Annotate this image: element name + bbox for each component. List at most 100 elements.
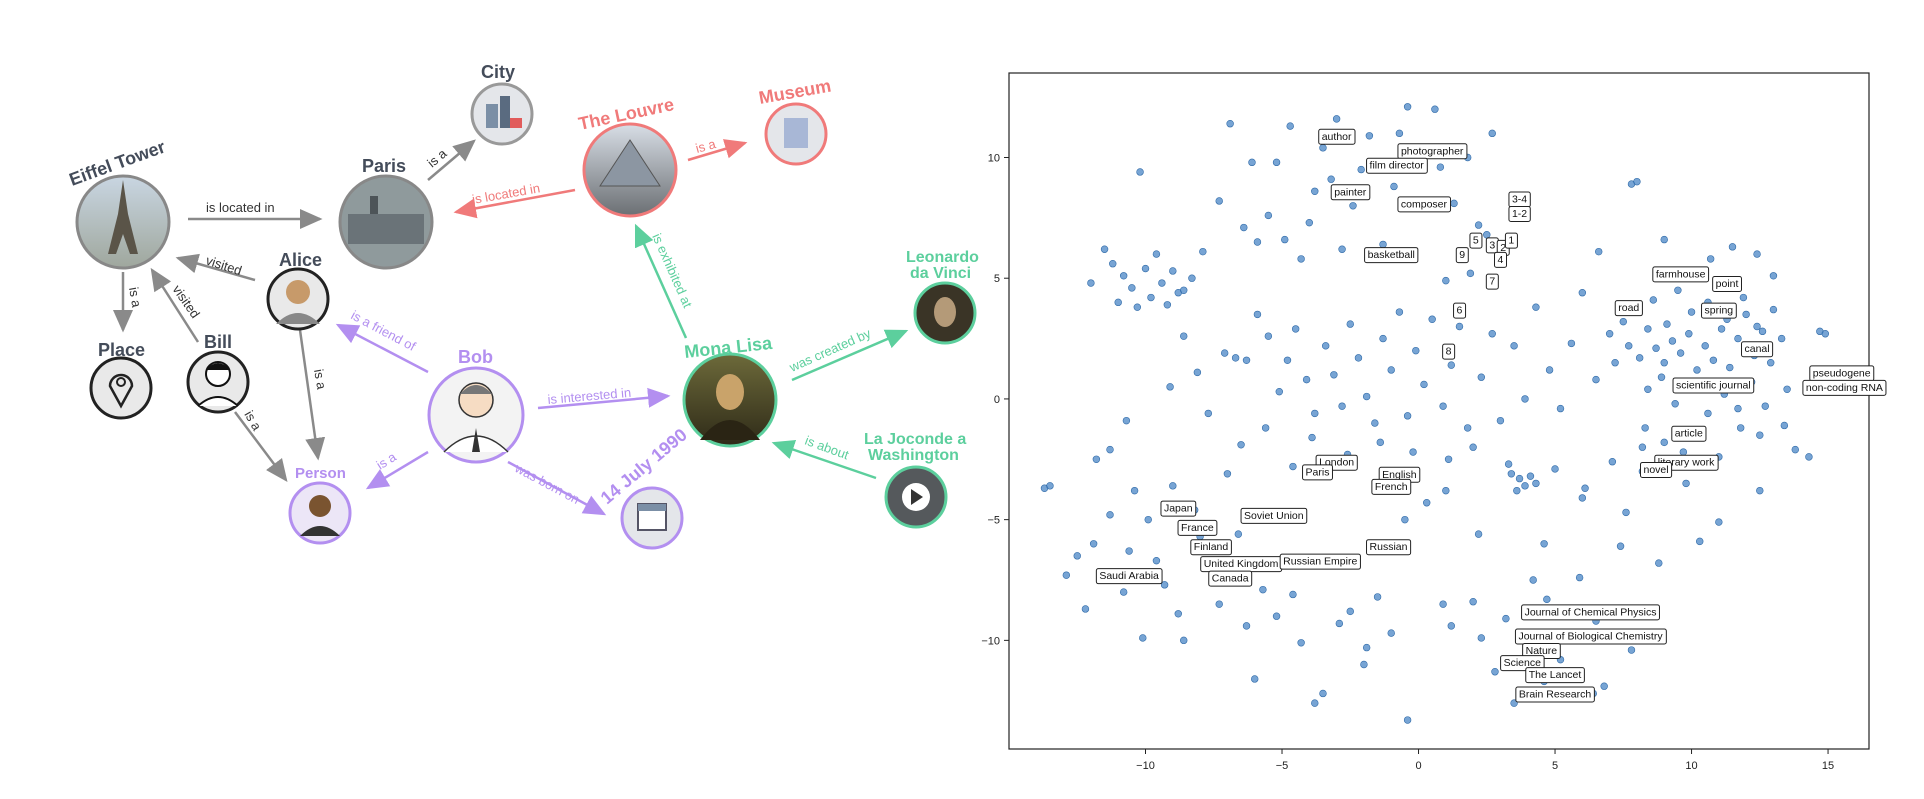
scatter-point [1469,598,1477,606]
scatter-point [1545,366,1554,374]
edge-bob-mona [537,387,671,410]
scatter-point [1403,716,1412,724]
scatter-canvas: author photographer film director painter co… [981,72,1887,772]
scatter-point [1330,371,1338,379]
y-axis-ticks: 10 5 0 −5 −10 [981,153,1009,647]
scatter-point [1371,419,1379,427]
scatter-point [1373,593,1382,601]
svg-text:Saudi Arabia: Saudi Arabia [1099,570,1159,582]
node-leonardo: Leonardo da Vinci [906,249,979,345]
scatter-point [1502,614,1510,623]
svg-text:Science: Science [1504,657,1542,669]
scatter-point [1543,595,1551,604]
node-label-joconde-1: La Joconde a [864,431,966,448]
edge-louvre-museum [687,139,748,162]
svg-text:scientific journal: scientific journal [1676,379,1751,391]
scatter-point [1529,576,1537,584]
scatter-point [1403,103,1412,111]
svg-text:Brain Research: Brain Research [1519,688,1592,700]
node-joconde: La Joconde a Washington [864,431,966,529]
scatter-point [1491,668,1499,676]
scatter-point [1128,284,1136,292]
svg-text:Journal of Biological Chemistr: Journal of Biological Chemistry [1518,631,1663,643]
x-tick-label: −5 [1276,760,1289,772]
scatter-point [1180,636,1188,645]
edge-label-bob-mona: is interested in [547,385,632,407]
svg-text:non-coding RNA: non-coding RNA [1806,382,1883,394]
annotation-label: Journal of Chemical Physics [1521,604,1660,621]
svg-text:5: 5 [1473,235,1479,247]
scatter-point [1625,342,1633,350]
edge-alice-eiffel [175,253,256,282]
node-city: City [470,62,534,146]
scatter-point [1423,499,1431,507]
annotation-label: Canada [1208,570,1253,587]
scatter-point [1821,330,1830,338]
scatter-point [1791,445,1799,454]
scatter-point [1756,431,1764,439]
scatter-point [1226,119,1234,128]
scatter-point [1655,559,1663,567]
svg-text:road: road [1618,302,1639,314]
scatter-point [1174,610,1182,618]
scatter-point [1248,158,1256,167]
annotation-label: photographer [1397,143,1468,160]
scatter-point [1671,400,1679,408]
scatter-point [1455,322,1464,331]
annotation-label: spring [1701,302,1737,319]
scatter-point [1220,349,1229,357]
annotation-label: 1-2 [1508,206,1531,223]
scatter-point [1783,385,1791,393]
scatter-point [1649,296,1658,304]
node-label-place: Place [98,340,145,360]
node-bill: Bill [186,332,250,414]
edge-mona-louvre [634,223,688,339]
scatter-point [1663,320,1671,328]
scatter-point [1420,380,1428,389]
node-label-leonardo-1: Leonardo [906,249,979,266]
annotation-label: point [1712,276,1742,293]
annotation-label: canal [1741,341,1774,358]
node-museum: Museum [757,76,833,166]
scatter-point [1362,392,1371,401]
scatter-point [1100,245,1109,253]
scatter-point [1387,629,1395,637]
scatter-point [1125,547,1133,555]
y-tick-label: −5 [987,515,1000,527]
edge-label-alice-eiffel: visited [204,253,244,279]
scatter-point [1401,515,1409,524]
scatter-point [1180,332,1188,340]
scatter-point [1447,622,1455,630]
scatter-point [1805,453,1813,461]
annotation-label: novel [1639,461,1673,478]
svg-text:film director: film director [1370,160,1425,172]
scatter-point [1081,605,1090,613]
node-paris: Paris [338,156,434,270]
scatter-point [1450,199,1458,208]
scatter-point [1158,279,1166,287]
scatter-point [1291,325,1300,333]
cityscape-icon [348,214,424,244]
scatter-point [1286,122,1294,130]
svg-text:basketball: basketball [1368,249,1415,261]
scatter-point [1188,274,1196,282]
museum-icon [784,118,808,148]
scatter-point [1321,342,1330,350]
annotation-label: article [1671,425,1707,442]
plot-frame [1008,72,1870,750]
scatter-point [1412,346,1420,355]
svg-text:canal: canal [1745,343,1770,355]
edge-label-bob-alice: is a friend of [349,307,419,354]
scatter-point [1144,515,1152,524]
mona-lisa-portrait-icon [716,374,744,410]
edge-label-bob-person: is a [374,449,400,473]
scatter-point [1332,115,1341,123]
svg-text:6: 6 [1457,305,1463,317]
scatter-point [1387,366,1395,374]
scatter-point [1428,315,1436,323]
scatter-point [1706,255,1715,263]
annotation-label: Nature [1522,643,1561,660]
edge-bob-birth [507,460,607,516]
annotation-label: 4 [1494,251,1508,268]
scatter-point [1504,460,1513,468]
